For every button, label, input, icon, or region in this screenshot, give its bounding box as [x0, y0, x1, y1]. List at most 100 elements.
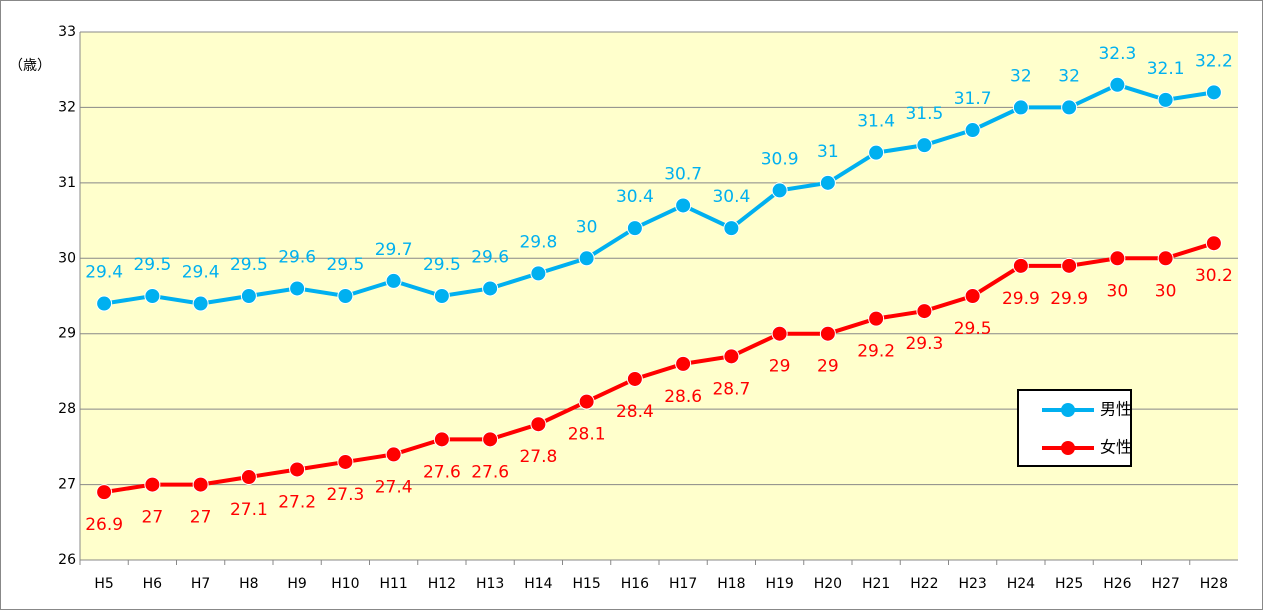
- data-label: 29.5: [230, 255, 268, 275]
- x-tick-label: H19: [765, 576, 793, 592]
- data-point: [192, 295, 209, 312]
- data-label: 29: [817, 357, 839, 377]
- data-label: 31: [817, 142, 839, 162]
- x-tick-label: H28: [1200, 576, 1228, 592]
- data-point: [916, 137, 933, 154]
- data-label: 29.3: [905, 334, 943, 354]
- data-label: 30: [1155, 281, 1177, 301]
- x-tick-label: H8: [239, 576, 258, 592]
- data-point: [240, 288, 257, 304]
- data-label: 29.9: [1050, 289, 1088, 309]
- y-axis-label: （歳）: [9, 58, 51, 74]
- data-point: [964, 122, 981, 139]
- data-point: [482, 280, 499, 297]
- x-tick-label: H27: [1151, 576, 1179, 592]
- data-point: [723, 348, 740, 365]
- data-point: [433, 288, 450, 304]
- data-label: 29.5: [423, 255, 461, 275]
- data-label: 29.2: [857, 342, 895, 362]
- data-point: [1109, 76, 1126, 93]
- data-label: 28.4: [616, 402, 654, 422]
- y-tick-label: 31: [58, 175, 76, 191]
- data-label: 32.2: [1195, 51, 1233, 71]
- x-tick-label: H16: [621, 576, 649, 592]
- data-label: 28.6: [664, 387, 702, 407]
- x-tick-label: H26: [1103, 576, 1131, 592]
- data-label: 29.4: [182, 263, 220, 283]
- x-tick-label: H20: [814, 576, 842, 592]
- data-label: 29.4: [85, 263, 123, 283]
- data-label: 31.4: [857, 112, 895, 132]
- data-point: [240, 469, 257, 486]
- data-label: 30.7: [664, 164, 702, 184]
- data-point: [964, 288, 981, 304]
- data-point: [771, 325, 788, 342]
- data-point: [1109, 250, 1126, 267]
- data-point: [337, 453, 354, 470]
- x-tick-label: H14: [524, 576, 552, 592]
- data-label: 30.2: [1195, 266, 1233, 286]
- x-tick-label: H10: [331, 576, 359, 592]
- data-point: [96, 484, 113, 501]
- legend-label: 女性: [1100, 438, 1132, 457]
- data-point: [1061, 99, 1078, 116]
- data-label: 29.8: [519, 232, 557, 252]
- data-label: 27.8: [519, 447, 557, 467]
- x-tick-label: H24: [1007, 576, 1035, 592]
- data-label: 28.1: [568, 425, 606, 445]
- x-tick-label: H23: [958, 576, 986, 592]
- x-tick-label: H13: [476, 576, 504, 592]
- y-tick-label: 28: [58, 401, 76, 417]
- series-line: [103, 82, 1215, 306]
- data-point: [819, 325, 836, 342]
- x-tick-label: H22: [910, 576, 938, 592]
- x-tick-label: H7: [191, 576, 210, 592]
- data-label: 27.1: [230, 500, 268, 520]
- x-tick-label: H15: [572, 576, 600, 592]
- x-tick-label: H21: [862, 576, 890, 592]
- data-label: 29.5: [133, 255, 171, 275]
- data-label: 29: [769, 357, 791, 377]
- data-point: [144, 476, 161, 493]
- data-label: 30.4: [712, 187, 750, 207]
- data-point: [385, 446, 402, 463]
- data-point: [675, 197, 692, 214]
- data-point: [1157, 91, 1174, 108]
- x-tick-label: H25: [1055, 576, 1083, 592]
- data-point: [1205, 84, 1222, 101]
- data-point: [530, 265, 547, 282]
- data-label: 29.9: [1002, 289, 1040, 309]
- data-point: [675, 355, 692, 372]
- data-point: [626, 220, 643, 237]
- data-point: [482, 431, 499, 448]
- data-point: [723, 220, 740, 237]
- series-line: [103, 241, 1215, 495]
- data-label: 26.9: [85, 515, 123, 535]
- data-point: [771, 182, 788, 199]
- data-label: 27.6: [471, 462, 509, 482]
- data-label: 32: [1058, 66, 1080, 86]
- data-point: [916, 303, 933, 320]
- data-point: [96, 295, 113, 312]
- data-label: 27: [190, 508, 212, 528]
- legend-marker: [1061, 441, 1075, 455]
- data-label: 29.5: [326, 255, 364, 275]
- data-point: [433, 431, 450, 448]
- data-label: 27: [142, 508, 164, 528]
- data-label: 30: [1107, 281, 1129, 301]
- data-label: 32.3: [1098, 44, 1136, 64]
- data-label: 27.4: [375, 477, 413, 497]
- data-point: [289, 280, 306, 297]
- data-point: [578, 393, 595, 410]
- y-tick-label: 33: [58, 24, 76, 40]
- x-tick-label: H9: [287, 576, 306, 592]
- x-tick-label: H11: [379, 576, 407, 592]
- data-label: 31.7: [954, 89, 992, 109]
- data-point: [1061, 257, 1078, 274]
- y-tick-label: 32: [58, 99, 76, 115]
- data-label: 29.5: [954, 319, 992, 339]
- data-label: 30.4: [616, 187, 654, 207]
- data-point: [385, 272, 402, 289]
- data-label: 30.9: [761, 149, 799, 169]
